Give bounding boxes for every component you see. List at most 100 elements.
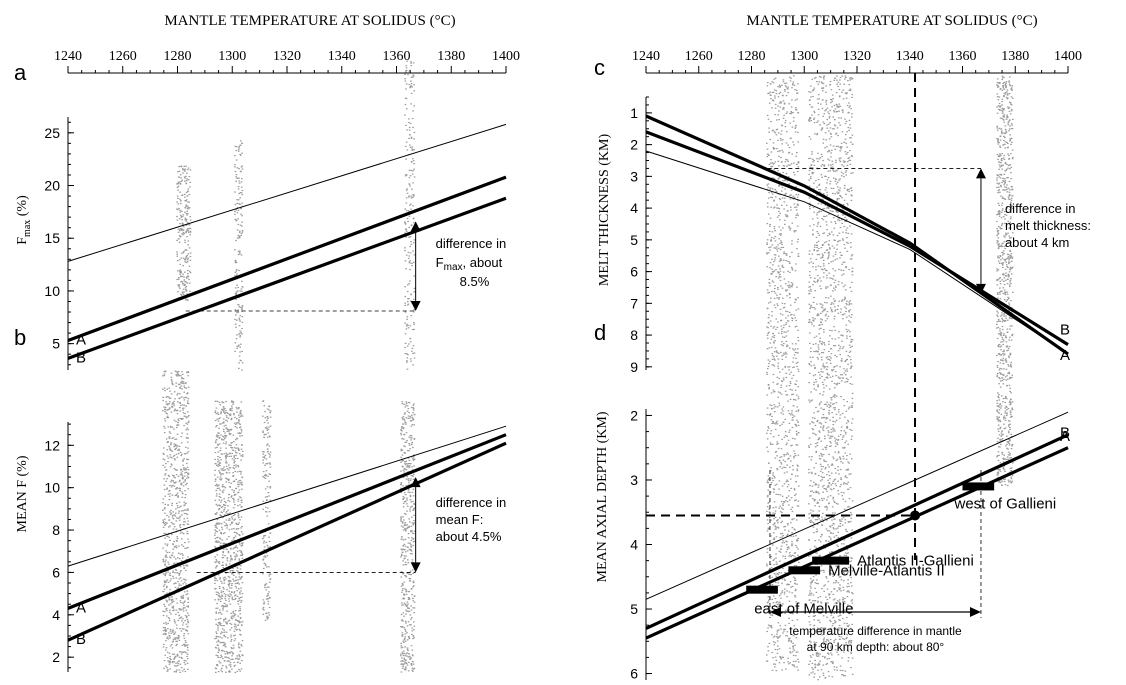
texture-dot [230, 636, 232, 638]
texture-dot [406, 316, 409, 318]
texture-dot [834, 108, 837, 110]
texture-dot [401, 551, 404, 553]
texture-dot [214, 462, 217, 465]
texture-dot [411, 561, 414, 563]
texture-dot [815, 378, 817, 381]
texture-dot [187, 276, 190, 278]
texture-dot [165, 403, 168, 405]
texture-dot [168, 408, 170, 410]
texture-dot [239, 482, 241, 484]
texture-dot [791, 426, 794, 429]
texture-dot [769, 138, 771, 141]
texture-dot [241, 152, 243, 154]
texture-dot [411, 482, 414, 485]
texture-dot [407, 603, 409, 605]
texture-dot [822, 414, 825, 416]
texture-dot [770, 246, 772, 248]
texture-dot [797, 539, 799, 541]
texture-dot [218, 612, 220, 614]
texture-dot [782, 379, 785, 381]
texture-dot [766, 607, 769, 610]
texture-dot [778, 93, 781, 95]
texture-dot [780, 133, 782, 135]
texture-dot [797, 161, 800, 163]
texture-dot [186, 195, 189, 197]
texture-dot [401, 602, 403, 604]
texture-dot [238, 251, 241, 254]
texture-dot [180, 616, 183, 618]
texture-dot [794, 317, 797, 319]
texture-dot [236, 312, 238, 314]
texture-dot [794, 595, 796, 597]
texture-dot [185, 417, 188, 419]
texture-dot [183, 276, 185, 278]
texture-dot [220, 613, 223, 615]
texture-dot [767, 482, 770, 484]
texture-dot [770, 121, 772, 123]
texture-dot [168, 604, 170, 606]
texture-dot [820, 371, 822, 373]
texture-dot [179, 628, 181, 630]
texture-dot [788, 555, 790, 557]
texture-dot [177, 392, 179, 395]
texture-dot [786, 111, 788, 113]
texture-dot [182, 257, 185, 259]
texture-dot [778, 636, 781, 638]
texture-dot [851, 267, 854, 269]
texture-dot [268, 591, 270, 593]
texture-dot [216, 665, 219, 667]
texture-dot [778, 275, 781, 277]
texture-dot [223, 425, 226, 427]
texture-dot [841, 300, 843, 302]
texture-dot [403, 433, 405, 435]
texture-dot [794, 552, 797, 554]
texture-dot [225, 415, 228, 417]
texture-dot [232, 434, 235, 436]
texture-dot [775, 602, 778, 604]
texture-dot [779, 656, 781, 658]
texture-dot [777, 271, 779, 273]
texture-dot [406, 439, 408, 442]
texture-dot [766, 446, 768, 448]
texture-dot [187, 601, 189, 603]
texture-dot [778, 352, 780, 354]
texture-dot [773, 477, 776, 479]
texture-dot [266, 496, 268, 498]
texture-dot [795, 383, 797, 386]
texture-dot [814, 582, 817, 584]
texture-dot [238, 453, 241, 455]
texture-dot [410, 425, 413, 427]
texture-dot [214, 484, 217, 487]
texture-dot [239, 351, 241, 353]
texture-dot [402, 640, 405, 642]
texture-dot [176, 445, 179, 447]
texture-dot [187, 229, 189, 231]
texture-dot [170, 463, 173, 465]
texture-dot [233, 447, 236, 449]
texture-dot [222, 543, 225, 545]
texture-dot [413, 275, 416, 277]
texture-dot [782, 459, 785, 461]
texture-dot [237, 600, 240, 602]
texture-dot [223, 469, 225, 471]
texture-dot [217, 413, 220, 415]
texture-dot [779, 268, 781, 270]
texture-dot [776, 216, 779, 218]
texture-dot [171, 641, 174, 643]
texture-dot [224, 432, 226, 434]
texture-dot [221, 628, 224, 630]
texture-dot [234, 457, 237, 460]
texture-dot [238, 177, 240, 179]
texture-dot [185, 415, 187, 417]
texture-dot [783, 343, 785, 345]
texture-dot [400, 554, 403, 556]
texture-dot [825, 103, 828, 105]
texture-dot [772, 389, 775, 391]
texture-dot [241, 306, 244, 308]
texture-dot [171, 457, 173, 459]
texture-dot [408, 488, 410, 490]
texture-dot [784, 90, 786, 92]
texture-dot [408, 450, 410, 452]
texture-dot [778, 377, 780, 380]
texture-dot [180, 469, 182, 471]
